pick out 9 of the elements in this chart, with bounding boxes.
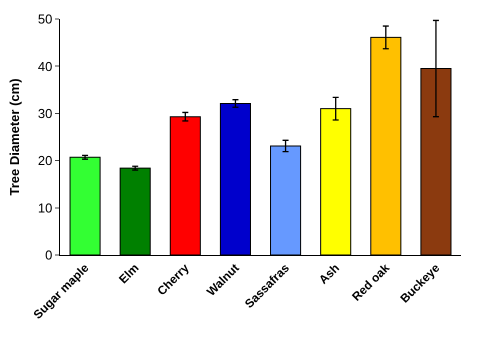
x-tick-label: Elm — [116, 260, 142, 286]
y-tick-label: 40 — [38, 58, 52, 74]
y-tick-label: 0 — [45, 248, 52, 263]
y-tick-label: 30 — [38, 106, 52, 121]
y-tick-label: 20 — [38, 153, 52, 168]
y-axis-title: Tree Diameter (cm) — [6, 78, 22, 196]
x-tick-label: Ash — [316, 260, 342, 287]
y-tick-label: 50 — [38, 12, 52, 27]
y-tick-label: 10 — [38, 200, 52, 216]
